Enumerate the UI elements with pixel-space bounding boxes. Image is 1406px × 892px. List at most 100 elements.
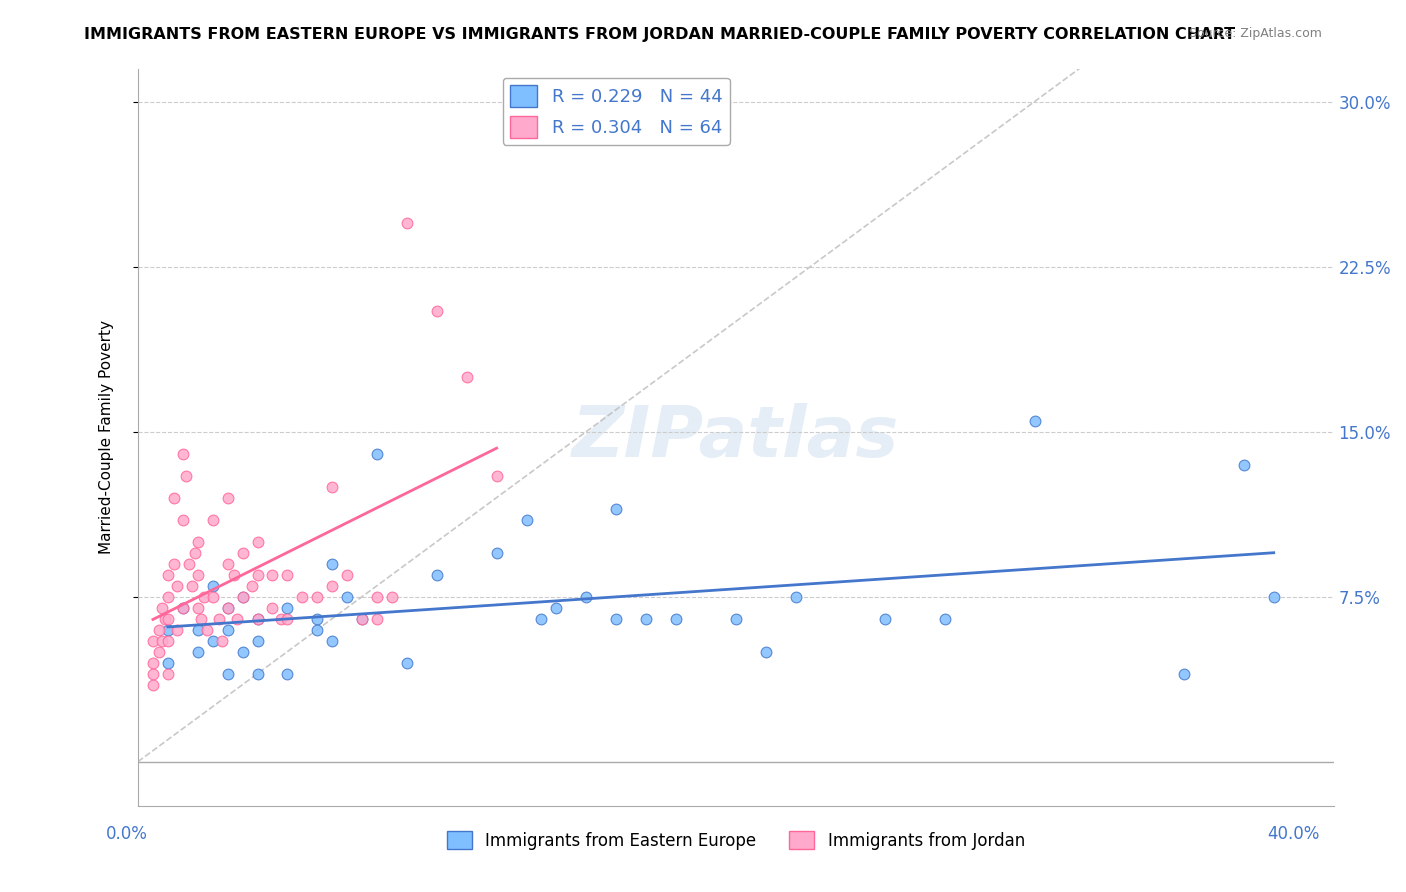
Point <box>321 633 343 648</box>
Legend: R = 0.229   N = 44, R = 0.304   N = 64: R = 0.229 N = 44, R = 0.304 N = 64 <box>503 78 730 145</box>
Point <box>276 600 298 615</box>
Point <box>217 600 239 615</box>
Point <box>321 480 343 494</box>
Point <box>336 590 359 604</box>
Point <box>180 579 202 593</box>
Point <box>276 666 298 681</box>
Point <box>321 557 343 571</box>
Point <box>1263 590 1285 604</box>
Point <box>246 612 269 626</box>
Point <box>156 656 179 670</box>
Point <box>605 612 627 626</box>
Point <box>530 612 553 626</box>
Point <box>142 633 165 648</box>
Point <box>150 600 173 615</box>
Point <box>575 590 598 604</box>
Point <box>150 633 173 648</box>
Point <box>352 612 374 626</box>
Text: 0.0%: 0.0% <box>105 825 148 843</box>
Point <box>395 656 418 670</box>
Point <box>755 645 778 659</box>
Point <box>201 633 224 648</box>
Point <box>1173 666 1195 681</box>
Point <box>366 612 388 626</box>
Point <box>321 579 343 593</box>
Point <box>456 369 478 384</box>
Point <box>201 579 224 593</box>
Point <box>193 590 215 604</box>
Point <box>166 579 188 593</box>
Point <box>187 534 209 549</box>
Point <box>232 546 254 560</box>
Point <box>546 600 568 615</box>
Point <box>222 567 245 582</box>
Point <box>187 645 209 659</box>
Point <box>217 557 239 571</box>
Point <box>201 590 224 604</box>
Point <box>262 567 284 582</box>
Point <box>636 612 658 626</box>
Point <box>381 590 404 604</box>
Point <box>246 612 269 626</box>
Point <box>291 590 314 604</box>
Point <box>307 623 329 637</box>
Point <box>217 491 239 505</box>
Point <box>366 447 388 461</box>
Point <box>665 612 688 626</box>
Point <box>156 567 179 582</box>
Point <box>163 557 186 571</box>
Point <box>166 623 188 637</box>
Point <box>148 623 170 637</box>
Point <box>426 303 449 318</box>
Text: 40.0%: 40.0% <box>1267 825 1320 843</box>
Point <box>163 491 186 505</box>
Point <box>485 468 508 483</box>
Point <box>156 666 179 681</box>
Point <box>153 612 176 626</box>
Point <box>605 501 627 516</box>
Point <box>187 600 209 615</box>
Point <box>195 623 218 637</box>
Point <box>148 645 170 659</box>
Point <box>187 623 209 637</box>
Point <box>307 612 329 626</box>
Point <box>142 678 165 692</box>
Point <box>217 623 239 637</box>
Point <box>246 633 269 648</box>
Point <box>515 513 537 527</box>
Point <box>156 612 179 626</box>
Point <box>426 567 449 582</box>
Text: Source: ZipAtlas.com: Source: ZipAtlas.com <box>1188 27 1322 40</box>
Point <box>184 546 207 560</box>
Point <box>211 633 233 648</box>
Point <box>307 590 329 604</box>
Point <box>208 612 231 626</box>
Point <box>785 590 807 604</box>
Point <box>1233 458 1256 472</box>
Point <box>190 612 212 626</box>
Point <box>225 612 247 626</box>
Point <box>232 645 254 659</box>
Point <box>276 612 298 626</box>
Point <box>156 590 179 604</box>
Point <box>156 623 179 637</box>
Point <box>156 633 179 648</box>
Point <box>142 656 165 670</box>
Point <box>875 612 897 626</box>
Point <box>187 567 209 582</box>
Point <box>172 600 194 615</box>
Point <box>724 612 747 626</box>
Point <box>276 567 298 582</box>
Point <box>240 579 263 593</box>
Point <box>172 513 194 527</box>
Point <box>246 567 269 582</box>
Y-axis label: Married-Couple Family Poverty: Married-Couple Family Poverty <box>100 320 114 554</box>
Point <box>217 666 239 681</box>
Point <box>395 215 418 229</box>
Point <box>336 567 359 582</box>
Point <box>485 546 508 560</box>
Text: ZIPatlas: ZIPatlas <box>572 402 900 472</box>
Point <box>352 612 374 626</box>
Point <box>172 447 194 461</box>
Point <box>172 600 194 615</box>
